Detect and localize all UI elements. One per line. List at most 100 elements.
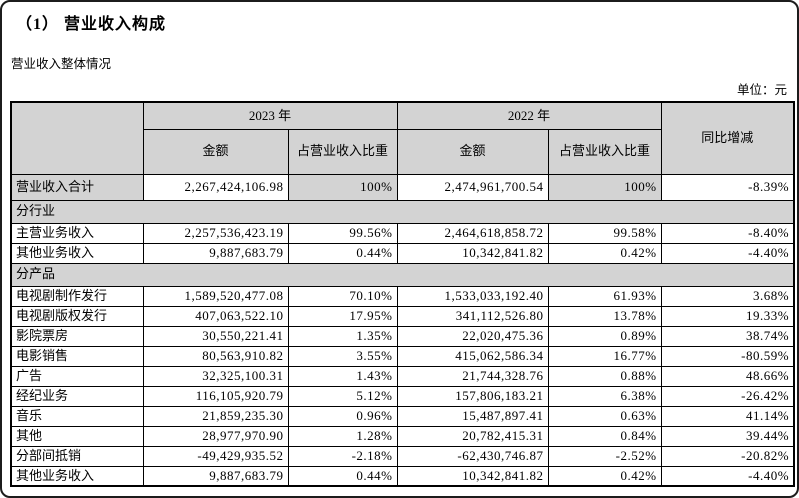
yoy-cell: 48.66% (660, 365, 795, 387)
share-2022-cell: 13.78% (547, 305, 662, 327)
amount-2022-header: 金额 (396, 128, 549, 175)
share-2023-cell: 100% (287, 173, 398, 201)
amount-2023-cell: 2,267,424,106.98 (142, 173, 289, 201)
row-label: 音乐 (10, 405, 144, 427)
share-2022-cell: 16.77% (547, 345, 662, 367)
table-row: 其他 28,977,970.90 1.28% 20,782,415.31 0.84% 39… (10, 425, 795, 447)
row-label: 经纪业务 (10, 385, 144, 407)
amount-2023-cell: 1,589,520,477.08 (142, 285, 289, 307)
amount-2022-cell: -62,430,746.87 (396, 445, 549, 467)
share-2023-cell: 3.55% (287, 345, 398, 367)
yoy-header: 同比增减 (660, 101, 795, 175)
amount-2022-cell: 415,062,586.34 (396, 345, 549, 367)
amount-2023-cell: 2,257,536,423.19 (142, 222, 289, 244)
amount-2023-cell: 21,859,235.30 (142, 405, 289, 427)
section-row: 分行业 (10, 199, 795, 224)
yoy-cell: -26.42% (660, 385, 795, 407)
yoy-cell: 3.68% (660, 285, 795, 307)
amount-2022-cell: 10,342,841.82 (396, 242, 549, 264)
corner-cell (10, 101, 144, 175)
year-2022-header: 2022 年 (396, 101, 662, 130)
row-label: 影院票房 (10, 325, 144, 347)
share-2022-cell: 100% (547, 173, 662, 201)
share-2023-cell: 1.35% (287, 325, 398, 347)
share-2023-cell: -2.18% (287, 445, 398, 467)
header-row-metrics: 金额 占营业收入比重 金额 占营业收入比重 (11, 128, 794, 175)
share-2022-cell: 6.38% (547, 385, 662, 407)
yoy-cell: -20.82% (660, 445, 795, 467)
share-2022-cell: 61.93% (547, 285, 662, 307)
share-2022-cell: 0.42% (547, 465, 662, 487)
table-row: 影院票房 30,550,221.41 1.35% 22,020,475.36 0.89%… (10, 325, 795, 347)
share-2023-cell: 5.12% (287, 385, 398, 407)
amount-2023-cell: 28,977,970.90 (142, 425, 289, 447)
share-2022-cell: -2.52% (547, 445, 662, 467)
amount-2023-cell: 407,063,522.10 (142, 305, 289, 327)
row-label: 电视剧制作发行 (10, 285, 144, 307)
yoy-cell: 19.33% (660, 305, 795, 327)
row-label: 其他业务收入 (10, 242, 144, 264)
amount-2022-cell: 15,487,897.41 (396, 405, 549, 427)
share-2023-cell: 1.28% (287, 425, 398, 447)
section-title: （1） 营业收入构成 (16, 16, 167, 33)
table-row: 电视剧版权发行 407,063,522.10 17.95% 341,112,526.8… (10, 305, 795, 327)
amount-2022-cell: 1,533,033,192.40 (396, 285, 549, 307)
row-label: 营业收入合计 (10, 173, 144, 201)
amount-2023-cell: 30,550,221.41 (142, 325, 289, 347)
amount-2022-cell: 10,342,841.82 (396, 465, 549, 487)
section-label: 分产品 (10, 262, 795, 287)
share-2023-cell: 70.10% (287, 285, 398, 307)
share-2022-cell: 0.63% (547, 405, 662, 427)
table-row: 主营业务收入 2,257,536,423.19 99.56% 2,464,618,85… (10, 222, 795, 244)
table-row: 其他业务收入 9,887,683.79 0.44% 10,342,841.82 0.42… (10, 242, 795, 264)
row-label: 分部间抵销 (10, 445, 144, 467)
amount-2023-cell: 80,563,910.82 (142, 345, 289, 367)
amount-2023-header: 金额 (142, 128, 289, 175)
yoy-cell: -4.40% (660, 465, 795, 487)
amount-2022-cell: 20,782,415.31 (396, 425, 549, 447)
amount-2023-cell: -49,429,935.52 (142, 445, 289, 467)
share-2023-header: 占营业收入比重 (287, 128, 398, 175)
table-header: 2023 年 2022 年 同比增减 金额 占营业收入比重 金额 占营业收入比重 (10, 101, 795, 175)
table-row: 营业收入合计 2,267,424,106.98 100% 2,474,961,700.… (10, 173, 795, 201)
revenue-composition-table: 2023 年 2022 年 同比增减 金额 占营业收入比重 金额 占营业收入比重… (10, 101, 796, 487)
unit-label: 单位：元 (736, 83, 787, 97)
row-label: 主营业务收入 (10, 222, 144, 244)
yoy-cell: 41.14% (660, 405, 795, 427)
table-body: 营业收入合计 2,267,424,106.98 100% 2,474,961,700.… (10, 173, 795, 487)
row-label: 广告 (10, 365, 144, 387)
yoy-cell: 38.74% (660, 325, 795, 347)
share-2022-cell: 0.88% (547, 365, 662, 387)
table-row: 其他业务收入 9,887,683.79 0.44% 10,342,841.82 0.42… (10, 465, 795, 487)
table-row: 广告 32,325,100.31 1.43% 21,744,328.76 0.88% 48… (10, 365, 795, 387)
row-label: 其他业务收入 (10, 465, 144, 487)
table-row: 音乐 21,859,235.30 0.96% 15,487,897.41 0.63% 41… (10, 405, 795, 427)
amount-2022-cell: 2,464,618,858.72 (396, 222, 549, 244)
row-label: 其他 (10, 425, 144, 447)
yoy-cell: 39.44% (660, 425, 795, 447)
amount-2022-cell: 2,474,961,700.54 (396, 173, 549, 201)
header-row-years: 2023 年 2022 年 同比增减 (10, 101, 795, 175)
amount-2022-cell: 22,020,475.36 (396, 325, 549, 347)
amount-2023-cell: 116,105,920.79 (142, 385, 289, 407)
amount-2022-cell: 21,744,328.76 (396, 365, 549, 387)
share-2023-cell: 0.44% (287, 465, 398, 487)
subsection-title: 营业收入整体情况 (11, 57, 112, 71)
amount-2022-cell: 157,806,183.21 (396, 385, 549, 407)
share-2023-cell: 0.96% (287, 405, 398, 427)
section-row: 分产品 (10, 262, 795, 287)
yoy-cell: -8.40% (660, 222, 795, 244)
amount-2023-cell: 9,887,683.79 (142, 465, 289, 487)
table-row: 分部间抵销 -49,429,935.52 -2.18% -62,430,746.87-… (10, 445, 795, 467)
table-row: 经纪业务 116,105,920.79 5.12% 157,806,183.21 6.3… (10, 385, 795, 407)
amount-2023-cell: 32,325,100.31 (142, 365, 289, 387)
share-2022-cell: 0.42% (547, 242, 662, 264)
share-2023-cell: 99.56% (287, 222, 398, 244)
share-2023-cell: 1.43% (287, 365, 398, 387)
row-label: 电影销售 (10, 345, 144, 367)
share-2023-cell: 0.44% (287, 242, 398, 264)
share-2022-cell: 0.89% (547, 325, 662, 347)
amount-2022-cell: 341,112,526.80 (396, 305, 549, 327)
section-label: 分行业 (10, 199, 795, 224)
